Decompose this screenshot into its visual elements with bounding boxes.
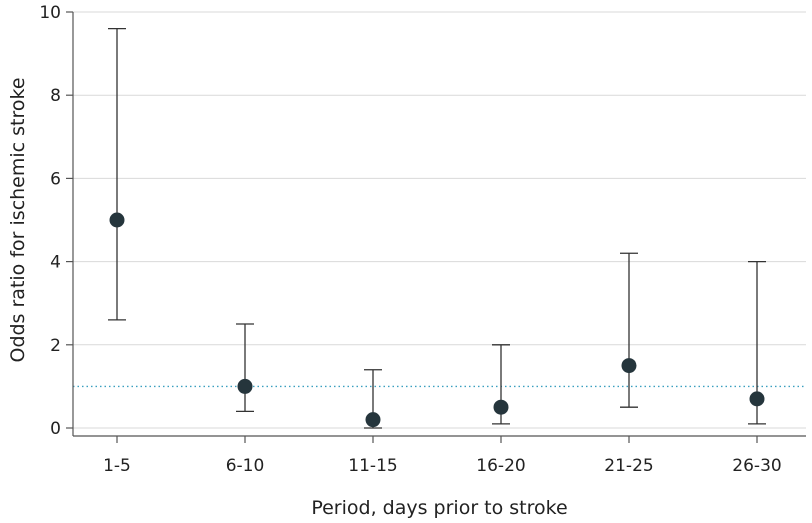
x-tick-label: 26-30 <box>732 456 781 476</box>
data-point <box>493 399 509 415</box>
data-point <box>749 391 765 407</box>
x-axis-label: Period, days prior to stroke <box>311 497 567 519</box>
data-point <box>365 412 381 428</box>
y-axis-label: Odds ratio for ischemic stroke <box>7 77 29 362</box>
error-bar-group <box>748 260 766 425</box>
y-axis-ticks: 0 2 4 6 8 10 <box>39 3 73 439</box>
error-bar-group <box>236 323 254 413</box>
error-bar-group <box>492 344 510 425</box>
y-tick-label: 4 <box>50 253 61 273</box>
error-bar-group <box>364 369 382 429</box>
data-point <box>621 358 637 374</box>
y-tick-label: 8 <box>50 86 61 106</box>
x-tick-label: 11-15 <box>348 456 397 476</box>
x-tick-label: 1-5 <box>103 456 131 476</box>
y-tick-label: 2 <box>50 336 61 356</box>
y-tick-label: 10 <box>39 3 61 23</box>
x-tick-label: 21-25 <box>604 456 653 476</box>
data-marks <box>108 27 766 429</box>
x-tick-label: 6-10 <box>226 456 265 476</box>
y-tick-label: 0 <box>50 419 61 439</box>
x-tick-label: 16-20 <box>476 456 525 476</box>
data-point <box>109 212 125 228</box>
error-bar-group <box>108 27 126 321</box>
y-tick-label: 6 <box>50 169 61 189</box>
gridlines <box>73 11 806 429</box>
x-axis-ticks: 1-5 6-10 11-15 16-20 21-25 26-30 <box>103 436 782 476</box>
error-bar-group <box>620 252 638 408</box>
data-point <box>237 378 253 394</box>
